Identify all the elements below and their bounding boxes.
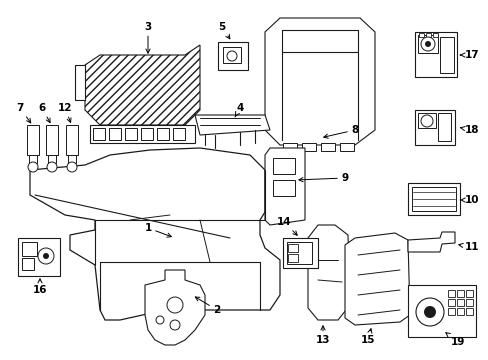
Bar [141,128,153,140]
Circle shape [424,41,430,47]
Bar [411,187,455,211]
Text: 3: 3 [144,22,151,53]
Bar [407,285,475,337]
Bar [27,125,39,155]
Text: 1: 1 [144,223,171,237]
Text: 4: 4 [235,103,243,117]
Bar [287,244,297,252]
Polygon shape [307,225,349,320]
Text: 16: 16 [33,279,47,295]
Bar [287,254,297,262]
Bar [22,242,37,256]
Bar [447,308,454,315]
Bar [302,143,315,151]
Bar [432,33,437,37]
Bar [417,113,435,128]
Circle shape [156,316,163,324]
Bar [223,47,241,63]
Text: 19: 19 [445,333,464,347]
Polygon shape [345,233,409,325]
Bar [272,180,294,196]
Bar [320,143,334,151]
Polygon shape [145,270,204,345]
Text: 7: 7 [16,103,31,123]
Circle shape [43,253,49,259]
Circle shape [420,115,432,127]
Bar [417,35,437,53]
Text: 11: 11 [458,242,478,252]
Text: 15: 15 [360,329,374,345]
Text: 18: 18 [460,125,478,135]
Text: 5: 5 [218,22,229,39]
Circle shape [170,320,180,330]
Bar [407,183,459,215]
Circle shape [167,297,183,313]
Polygon shape [264,18,374,145]
Bar [29,155,37,163]
Text: 12: 12 [58,103,72,122]
Bar [125,128,137,140]
Polygon shape [407,232,454,252]
Text: 8: 8 [323,125,358,138]
Circle shape [67,162,77,172]
Polygon shape [195,115,269,135]
Text: 9: 9 [298,173,348,183]
Bar [90,125,195,143]
Bar [456,290,463,297]
Bar [465,308,472,315]
Bar [465,299,472,306]
Text: 17: 17 [460,50,478,60]
Polygon shape [75,65,85,100]
Text: 10: 10 [460,195,478,205]
Circle shape [420,37,434,51]
Bar [48,155,56,163]
Text: 14: 14 [276,217,297,235]
Circle shape [423,306,435,318]
Circle shape [28,162,38,172]
Bar [22,258,34,270]
Circle shape [226,51,237,61]
Bar [465,290,472,297]
Bar [447,290,454,297]
Bar [173,128,184,140]
Text: 13: 13 [315,326,329,345]
Bar [456,299,463,306]
Text: 2: 2 [195,297,220,315]
Polygon shape [30,148,280,320]
Circle shape [38,248,54,264]
Text: 6: 6 [38,103,50,123]
Bar [414,110,454,145]
Bar [218,42,247,70]
Bar [109,128,121,140]
Bar [157,128,169,140]
Bar [68,155,76,163]
Bar [286,242,311,264]
Bar [18,238,60,276]
Bar [439,37,453,73]
Bar [456,308,463,315]
Bar [272,158,294,174]
Circle shape [47,162,57,172]
Polygon shape [264,148,305,225]
Polygon shape [85,45,200,125]
Bar [425,33,430,37]
Bar [447,299,454,306]
Bar [418,33,423,37]
Bar [283,238,317,268]
Bar [437,113,450,141]
Circle shape [415,298,443,326]
Bar [414,32,456,77]
Bar [46,125,58,155]
Bar [339,143,353,151]
Bar [93,128,105,140]
Bar [283,143,296,151]
Bar [66,125,78,155]
